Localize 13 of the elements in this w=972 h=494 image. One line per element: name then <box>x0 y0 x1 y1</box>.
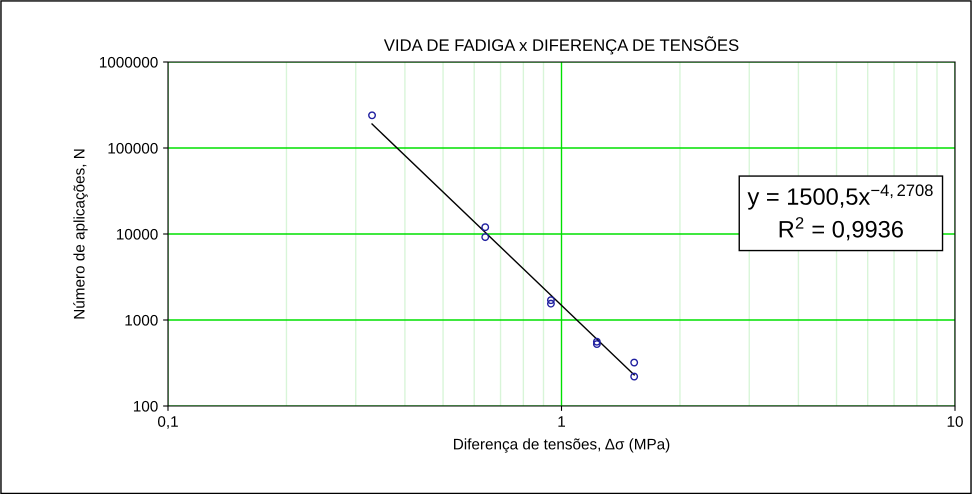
x-tick-label: 0,1 <box>158 416 178 429</box>
annotation: R$^{2}$ = 0,9936 <box>780 217 903 240</box>
y-tick-label: 1000000 <box>100 56 158 68</box>
x-tick-label: 10 <box>948 416 963 427</box>
annotation: y = 1500,5x$^{−4,2708}$ <box>748 184 933 210</box>
x-tick-label: 1 <box>558 416 566 427</box>
y-tick-label: 10000 <box>116 228 158 240</box>
y-tick-label: 1000 <box>125 314 158 326</box>
y-axis-title: Número de aplicações, N <box>73 149 88 319</box>
chart-title: VIDA DE FADIGA x DIFERENÇA DE TENSÕES <box>384 36 738 54</box>
y-tick-label: 100000 <box>108 142 158 154</box>
y-tick-label: 100 <box>134 400 158 412</box>
x-axis-title: Diferença de tensões, Δσ (MPa) <box>454 438 670 453</box>
